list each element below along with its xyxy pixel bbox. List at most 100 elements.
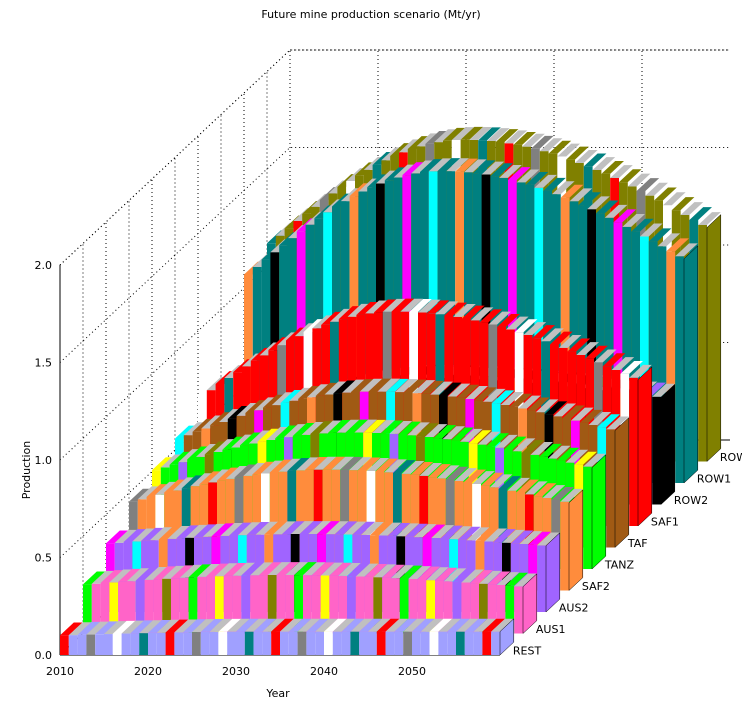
bar-top [583,153,607,167]
bar-top [200,619,224,632]
bar-top [543,177,566,191]
bar-top [257,428,281,442]
bar-top [285,562,308,576]
bar-top [305,457,328,470]
series-end-face [591,454,607,570]
bar-top [498,476,522,489]
bar-top [597,414,620,428]
bar-front [112,633,122,655]
bar-top [403,618,426,632]
bar-top [311,562,335,576]
bar-front [144,579,154,634]
bar-front [537,545,546,612]
bar-front [83,584,92,634]
bar-top [276,562,300,575]
bar-top [606,416,629,430]
bar-top [671,197,695,211]
bar-top [530,441,553,455]
bar-top [657,233,681,247]
bar-top [399,565,423,579]
bar-top [504,130,528,144]
bar-top [317,521,340,535]
bar-top [333,380,356,394]
bar-top [259,562,282,576]
bar-top [456,384,480,398]
bar-top [509,393,532,407]
bar-top [243,463,266,476]
bar-top [481,472,504,486]
bar-top [176,525,199,539]
bar-top [421,380,444,394]
series-end-face [499,618,515,656]
bar-front [306,631,316,655]
bar-top [194,524,217,538]
bar-front [130,633,140,655]
bar-front [121,633,131,655]
bar-top [544,401,568,415]
bar-top [382,564,405,578]
category-tick-label: AUS1 [536,623,566,636]
bar-top [241,562,264,576]
bar-top [481,161,505,175]
bar-top [490,163,513,177]
z-tick-label: 2.0 [35,259,53,272]
bar-top [409,299,432,312]
bar-top [356,301,379,315]
bar-top [571,407,594,421]
bar-top [282,521,305,535]
bar-top [522,133,545,147]
bar-front [156,632,166,655]
bar-top [514,573,537,587]
bar-top [429,618,453,632]
bar-top [382,298,406,312]
bar-top [232,562,256,576]
bar-top [443,568,467,582]
bar-top [363,419,386,433]
bar-top [165,619,189,633]
bar-top [483,388,506,402]
bar-top [470,307,494,321]
z-tick-label: 1.0 [35,454,53,467]
bar-front [104,634,113,655]
bar-top [252,461,275,475]
bar-top [135,567,159,581]
bar-top [496,572,520,586]
bar-top [365,300,388,314]
bar-top [347,303,371,317]
bar-top [380,420,404,434]
bar-top [288,618,312,632]
bar-top [636,178,660,192]
bar-top [368,378,392,392]
bar-top [400,298,423,312]
z-tick-label: 0.5 [35,552,53,565]
bar-top [500,392,524,405]
bar-top [491,390,515,404]
bar-top [575,149,598,163]
bar-top [548,140,572,154]
bar-top [290,521,314,535]
bar-top [449,526,472,540]
bar-top [489,474,513,488]
bar-top [109,569,132,583]
bar-top [359,618,382,632]
bar-top [319,420,342,434]
bar-top [275,425,298,439]
bar-top [342,379,365,393]
bar-top [602,353,626,367]
bar-front [135,580,145,634]
bar-front [297,631,307,655]
bar-top [629,364,652,378]
x-tick-label: 2050 [398,665,426,678]
bar-top [408,566,432,580]
bar-front [77,634,87,655]
bar-top [130,620,153,634]
bar-top [430,381,453,395]
bar-top [278,458,302,472]
bar-top [553,403,576,417]
bar-top [234,464,258,478]
series-end-face [706,214,722,463]
bar-top [435,567,458,581]
category-tick-label: TAF [627,537,648,550]
bar-top [393,460,416,474]
bar-top [588,412,612,425]
